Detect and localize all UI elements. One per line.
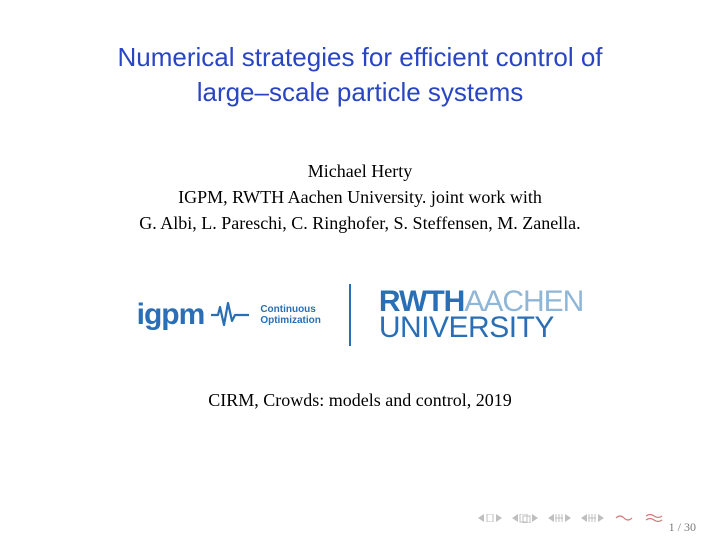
logo-row: igpm Continuous Optimization RWTHAACHEN …	[60, 284, 660, 346]
slide-title: Numerical strategies for efficient contr…	[60, 40, 660, 110]
footer-text: CIRM, Crowds: models and control, 2019	[60, 390, 660, 411]
igpm-sub-1: Continuous	[260, 304, 321, 316]
rwth-line2: UNIVERSITY	[379, 315, 583, 341]
author-block: Michael Herty IGPM, RWTH Aachen Universi…	[60, 158, 660, 236]
slide-page: Numerical strategies for efficient contr…	[0, 0, 720, 541]
nav-back[interactable]	[614, 513, 634, 523]
title-line-2: large–scale particle systems	[197, 77, 524, 107]
title-line-1: Numerical strategies for efficient contr…	[117, 42, 602, 72]
author-name: Michael Herty	[60, 158, 660, 184]
author-affiliation: IGPM, RWTH Aachen University. joint work…	[60, 184, 660, 210]
nav-forward[interactable]	[644, 513, 664, 523]
rwth-logo: RWTHAACHEN UNIVERSITY	[379, 289, 583, 342]
page-number: 1 / 30	[669, 520, 696, 535]
logo-divider	[349, 284, 351, 346]
page-total: 30	[684, 520, 696, 534]
nav-next[interactable]	[581, 514, 604, 522]
igpm-logo: igpm Continuous Optimization	[137, 298, 321, 332]
nav-prev-section[interactable]	[512, 514, 538, 523]
igpm-text: igpm	[137, 298, 205, 332]
beamer-nav-bar[interactable]	[478, 513, 664, 523]
igpm-wave-icon	[210, 301, 250, 329]
nav-prev[interactable]	[548, 514, 571, 522]
nav-first[interactable]	[478, 514, 502, 522]
igpm-subtitle: Continuous Optimization	[260, 304, 321, 327]
author-collaborators: G. Albi, L. Pareschi, C. Ringhofer, S. S…	[60, 210, 660, 236]
page-sep: /	[675, 520, 684, 534]
igpm-sub-2: Optimization	[260, 315, 321, 327]
